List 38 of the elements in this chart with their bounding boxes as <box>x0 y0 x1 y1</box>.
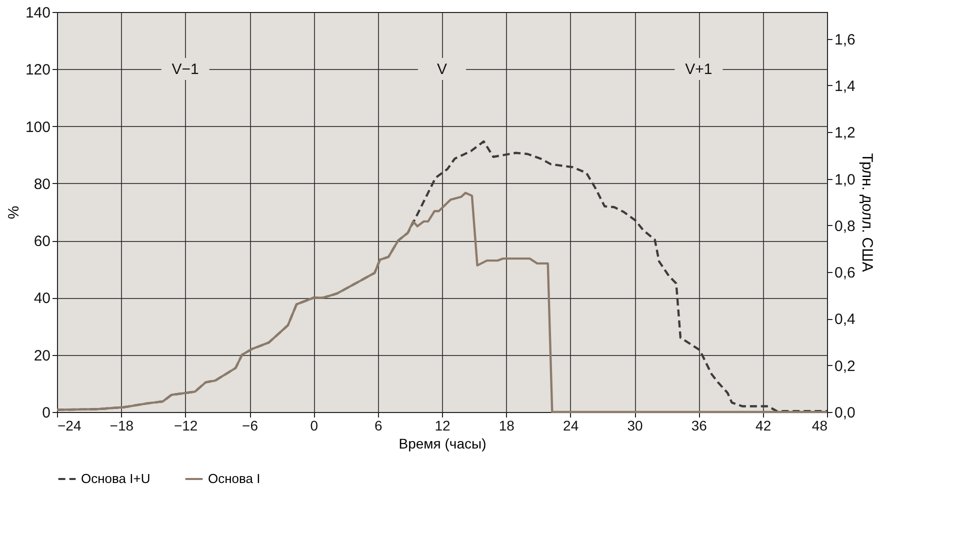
legend-label: Основа I+U <box>81 471 150 486</box>
y2-tick-label: 1,4 <box>834 78 856 95</box>
y2-tick-label: 1,0 <box>834 171 856 188</box>
y2-axis-title: Трлн. долл. США <box>858 153 876 272</box>
y-tick-label: 100 <box>25 118 50 136</box>
y2-tick-label: 0,6 <box>834 264 856 282</box>
y2-tick-label: 0,0 <box>834 404 856 422</box>
x-tick-label: 6 <box>374 418 382 434</box>
y2-tick-label: 0,4 <box>834 311 856 328</box>
x-tick-label: −6 <box>242 418 258 434</box>
x-tick-label: 36 <box>691 418 708 434</box>
y-tick-label: 60 <box>34 233 50 250</box>
x-axis-title: Время (часы) <box>398 436 486 452</box>
legend-label: Основа I <box>208 471 260 486</box>
y-tick-label: 40 <box>34 290 50 308</box>
x-tick-label: 12 <box>434 418 450 434</box>
x-tick-label: 42 <box>756 418 772 434</box>
y2-tick-label: 1,6 <box>834 31 856 48</box>
x-tick-label: −24 <box>58 418 82 434</box>
y-tick-label: 120 <box>25 62 50 79</box>
y-axis-title: % <box>5 206 22 220</box>
x-tick-label: 24 <box>563 418 579 434</box>
annotation: V+1 <box>685 61 712 78</box>
y2-tick-label: 0,8 <box>834 218 856 235</box>
x-tick-label: −12 <box>174 418 198 434</box>
x-tick-label: 18 <box>498 418 515 434</box>
y2-tick-label: 1,2 <box>834 124 856 142</box>
y-tick-label: 80 <box>34 176 50 193</box>
y-tick-label: 20 <box>34 347 50 364</box>
annotation: V <box>436 61 448 78</box>
x-tick-label: 30 <box>627 418 643 434</box>
x-tick-label: −18 <box>110 418 134 434</box>
y-tick-label: 0 <box>42 404 50 422</box>
x-tick-label: 48 <box>812 418 828 434</box>
y2-tick-label: 0,2 <box>834 358 856 375</box>
x-tick-label: 0 <box>310 418 318 434</box>
annotation: V−1 <box>172 61 199 78</box>
y-tick-label: 140 <box>25 4 50 22</box>
